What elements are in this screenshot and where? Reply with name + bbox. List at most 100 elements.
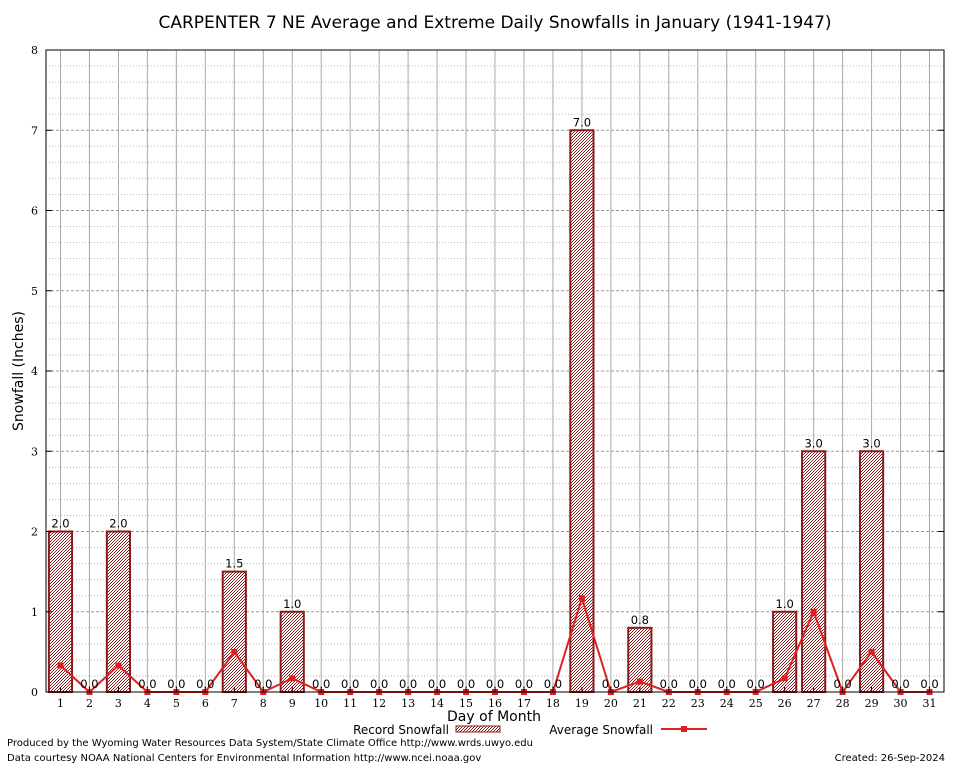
y-axis-label: Snowfall (Inches): [11, 311, 27, 431]
y-tick-label: 7: [31, 124, 38, 137]
x-tick-label: 3: [115, 697, 122, 710]
x-tick-label: 30: [894, 697, 908, 710]
y-tick-label: 8: [31, 44, 38, 57]
bar-value-label: 0.0: [920, 677, 938, 691]
x-tick-label: 16: [488, 697, 502, 710]
x-tick-label: 12: [372, 697, 386, 710]
x-tick-label: 18: [546, 697, 560, 710]
bar-value-label: 0.0: [457, 677, 475, 691]
bar-value-label: 2.0: [51, 517, 69, 531]
bar-value-label: 0.0: [689, 677, 707, 691]
chart-title: CARPENTER 7 NE Average and Extreme Daily…: [158, 13, 831, 33]
bar-value-label: 3.0: [862, 436, 880, 450]
bar-value-label: 0.0: [196, 677, 214, 691]
bar-value-label: 0.0: [428, 677, 446, 691]
footer-created-date: Created: 26-Sep-2024: [834, 753, 945, 764]
y-tick-label: 1: [31, 606, 38, 619]
average-point: [636, 678, 643, 685]
x-axis-label: Day of Month: [447, 709, 541, 725]
bar-value-labels: 2.0 0.0 2.0 0.0 0.0 0.0 1.5 0.0 1.0 0.0 0.0 0.0 0.0 0…: [51, 115, 938, 691]
bar-value-label: 3.0: [804, 436, 822, 450]
record-bar: [221, 570, 247, 693]
x-axis-ticks: 1 2 3 4 5 6 7 8 9 10 11 12 13 14 15 16 17 18 19 20 21 22 23 24 2…: [57, 687, 937, 710]
record-bar: [801, 450, 827, 693]
x-tick-label: 9: [289, 697, 296, 710]
x-tick-label: 21: [633, 697, 647, 710]
bar-value-label: 0.0: [515, 677, 533, 691]
bar-value-label: 1.0: [776, 597, 794, 611]
legend: Record Snowfall Average Snowfall: [353, 723, 707, 737]
x-tick-label: 13: [401, 697, 415, 710]
x-tick-label: 28: [836, 697, 850, 710]
legend-average-label: Average Snowfall: [549, 723, 653, 737]
x-tick-label: 6: [202, 697, 209, 710]
footer-data-courtesy: Data courtesy NOAA National Centers for …: [7, 753, 482, 764]
legend-record-label: Record Snowfall: [353, 723, 449, 737]
bar-value-label: 2.0: [109, 517, 127, 531]
bar-value-label: 0.0: [399, 677, 417, 691]
bar-value-label: 0.0: [486, 677, 504, 691]
bar-value-label: 0.8: [631, 613, 649, 627]
bar-value-label: 0.0: [80, 677, 98, 691]
y-tick-label: 0: [31, 686, 38, 699]
bar-value-label: 0.0: [254, 677, 272, 691]
bar-value-label: 0.0: [544, 677, 562, 691]
bar-value-label: 0.0: [833, 677, 851, 691]
x-tick-label: 15: [459, 697, 473, 710]
y-tick-label: 6: [31, 205, 38, 218]
bar-value-label: 0.0: [718, 677, 736, 691]
average-point: [289, 675, 296, 682]
bar-value-label: 1.0: [283, 597, 301, 611]
bar-series: [47, 129, 885, 693]
bar-value-label: 0.0: [602, 677, 620, 691]
bar-value-label: 0.0: [747, 677, 765, 691]
record-bar: [858, 450, 885, 693]
y-axis-ticks: 0 1 2 3 4 5 6 7 8: [31, 44, 944, 699]
x-tick-label: 26: [778, 697, 792, 710]
x-tick-label: 10: [314, 697, 328, 710]
x-tick-label: 19: [575, 697, 589, 710]
average-point: [868, 648, 875, 655]
x-tick-label: 20: [604, 697, 618, 710]
x-tick-label: 7: [231, 697, 238, 710]
x-tick-label: 31: [923, 697, 937, 710]
footer-produced-by: Produced by the Wyoming Water Resources …: [7, 738, 533, 749]
x-tick-label: 27: [807, 697, 821, 710]
x-tick-label: 22: [662, 697, 676, 710]
bar-value-label: 1.5: [225, 557, 243, 571]
bar-value-label: 0.0: [138, 677, 156, 691]
bar-value-label: 0.0: [341, 677, 359, 691]
bar-value-label: 0.0: [167, 677, 185, 691]
y-tick-label: 3: [31, 445, 38, 458]
x-tick-label: 29: [865, 697, 879, 710]
bar-value-label: 7.0: [573, 115, 591, 129]
bar-value-label: 0.0: [891, 677, 909, 691]
legend-average-marker: [681, 726, 687, 732]
x-tick-label: 24: [720, 697, 734, 710]
bar-value-label: 0.0: [370, 677, 388, 691]
x-tick-label: 1: [57, 697, 64, 710]
average-point: [810, 608, 817, 615]
average-point: [578, 595, 585, 602]
x-tick-label: 5: [173, 697, 180, 710]
bar-value-label: 0.0: [660, 677, 678, 691]
y-tick-label: 5: [31, 285, 38, 298]
average-point: [231, 648, 238, 655]
bar-value-label: 0.0: [312, 677, 330, 691]
average-point: [57, 662, 64, 669]
legend-record-swatch: [455, 725, 501, 733]
y-tick-label: 2: [31, 526, 38, 539]
x-tick-label: 25: [749, 697, 763, 710]
x-tick-label: 4: [144, 697, 151, 710]
x-tick-label: 2: [86, 697, 93, 710]
x-tick-label: 14: [430, 697, 444, 710]
record-bar: [569, 129, 595, 693]
x-tick-label: 23: [691, 697, 705, 710]
y-tick-label: 4: [31, 365, 38, 378]
x-tick-label: 11: [343, 697, 357, 710]
x-tick-label: 8: [260, 697, 267, 710]
average-point: [781, 675, 788, 682]
x-tick-label: 17: [517, 697, 531, 710]
average-point: [115, 662, 122, 669]
